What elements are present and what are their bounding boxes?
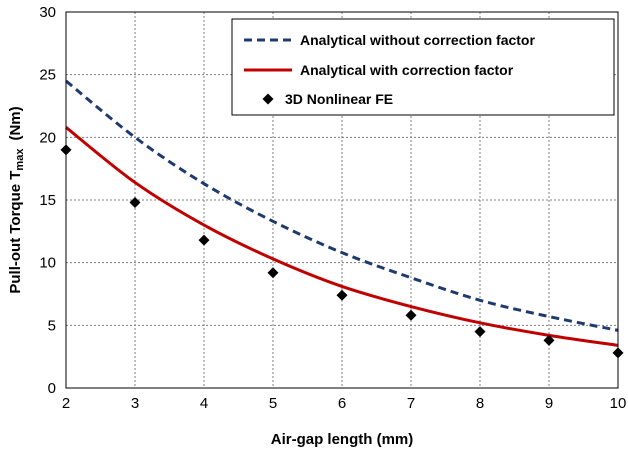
x-tick-label: 9	[545, 395, 553, 412]
series-line-with-correction	[65, 126, 619, 347]
x-tick-label: 4	[200, 395, 208, 412]
x-tick-label: 10	[610, 395, 627, 412]
legend: Analytical without correction factor Ana…	[231, 18, 615, 116]
x-tick-label: 2	[62, 395, 70, 412]
legend-label-analytical-with: Analytical with correction factor	[300, 62, 514, 78]
x-tick-label: 6	[338, 395, 346, 412]
legend-swatch-diamond	[262, 93, 274, 105]
legend-label-3d-fe: 3D Nonlinear FE	[285, 91, 393, 107]
fe-data-point	[405, 309, 417, 321]
x-tick-label: 5	[269, 395, 277, 412]
tick-labels: 2 3 4 5 6 7 8 9 10 0 5 10 15 20 25 30	[39, 4, 626, 412]
fe-data-point	[198, 234, 210, 246]
fe-data-point	[336, 289, 348, 301]
y-tick-label: 25	[39, 67, 56, 84]
y-tick-label: 30	[39, 4, 56, 21]
fe-data-point	[129, 197, 141, 209]
y-tick-label: 0	[48, 380, 56, 397]
fe-data-point	[474, 326, 486, 338]
series-layer	[60, 79, 624, 359]
x-axis-title: Air-gap length (mm)	[271, 431, 414, 448]
series-line-without-correction	[65, 79, 619, 332]
fe-data-point	[267, 267, 279, 279]
legend-label-analytical-without: Analytical without correction factor	[300, 32, 535, 48]
y-tick-label: 15	[39, 192, 56, 209]
fe-data-point	[543, 334, 555, 346]
x-tick-label: 3	[131, 395, 139, 412]
y-tick-label: 10	[39, 255, 56, 272]
y-axis-title-subscript: max	[14, 148, 26, 171]
y-tick-label: 20	[39, 129, 56, 146]
y-axis-title: Pull-out Torque Tmax (Nm)	[7, 106, 26, 293]
y-tick-label: 5	[48, 317, 56, 334]
y-axis-title-main: Pull-out Torque T	[7, 171, 24, 294]
y-axis-title-unit: (Nm)	[7, 106, 24, 140]
x-tick-label: 8	[476, 395, 484, 412]
plot-frame	[65, 11, 619, 389]
x-tick-label: 7	[407, 395, 415, 412]
legend-box	[231, 18, 615, 116]
